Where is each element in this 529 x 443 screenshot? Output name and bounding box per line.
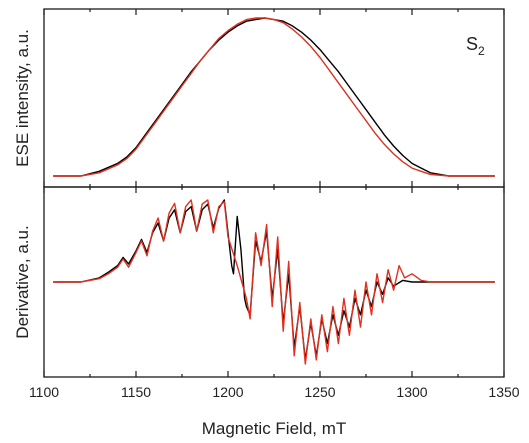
bottom-y-axis-label: Derivative, a.u. [13,225,32,338]
x-tick-label: 1300 [396,384,427,400]
top-x-ticks [43,9,505,187]
x-tick-label: 1200 [212,384,243,400]
top-series-line-simulation [53,17,495,177]
top-series-line-experiment [53,17,495,177]
spectrum-label: S2 [466,34,485,58]
x-tick-label: 1150 [121,384,151,400]
top-series-group [53,17,495,177]
x-tick-label: 1350 [488,384,519,400]
bottom-panel: 1100 1150 1200 1250 1300 1350 [29,186,520,400]
x-tick-label: 1250 [304,384,335,400]
x-axis-label: Magnetic Field, mT [202,419,347,438]
x-tick-label: 1100 [29,384,59,400]
top-panel: S2 [43,8,505,188]
top-plot-frame [43,8,505,188]
bottom-x-ticks: 1100 1150 1200 1250 1300 1350 [29,187,520,400]
top-y-axis-label: ESE intensity, a.u. [13,29,32,167]
bottom-series-group [53,199,495,365]
bottom-series-line-simulation [53,199,495,365]
